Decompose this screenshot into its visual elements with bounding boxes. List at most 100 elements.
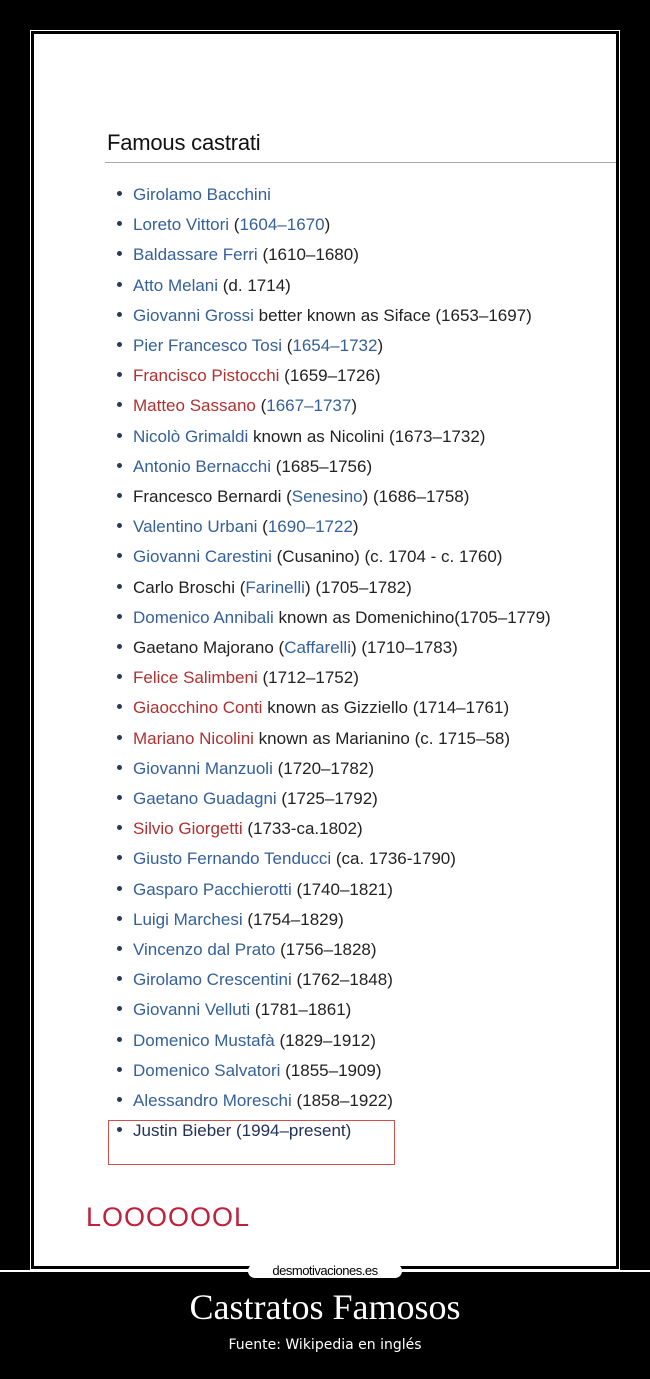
list-item: Silvio Giorgetti (1733-ca.1802) [117,817,363,841]
wiki-link[interactable]: Giovanni Velluti [133,1000,251,1020]
item-text: Gaetano Majorano ( [133,638,285,657]
wiki-link[interactable]: Giusto Fernando Tenducci [133,849,332,869]
bullet-icon [117,342,122,348]
wiki-link[interactable]: 1654–1732 [292,336,378,355]
item-text: (1733-ca.1802) [242,819,363,839]
item-text: (1829–1912) [274,1030,376,1050]
wiki-link[interactable]: Loreto Vittori [133,215,230,235]
item-text: known as Gizziello (1714–1761) [262,698,510,718]
wiki-link[interactable]: Vincenzo dal Prato [133,940,276,959]
item-text: ) (1710–1783) [350,638,458,657]
wiki-link[interactable]: Atto Melani [133,275,219,295]
list-item: Loreto Vittori (1604–1670) [117,213,330,237]
wiki-link[interactable]: Giovanni Carestini [133,547,272,567]
list-item: Nicolò Grimaldi known as Nicolini (1673–… [117,425,485,449]
list-item: Pier Francesco Tosi (1654–1732) [117,334,383,358]
item-text: (1685–1756) [270,456,373,476]
watermark-line-right [400,1270,650,1272]
list-item: Domenico Salvatori (1855–1909) [117,1059,382,1083]
bullet-icon [117,311,122,317]
bullet-icon [117,976,122,982]
list-item: Francesco Bernardi (Senesino) (1686–1758… [117,485,469,509]
wiki-link[interactable]: Gaetano Guadagni [133,789,277,808]
bullet-icon [117,221,122,227]
item-text: (d. 1714) [218,275,291,295]
item-text: ( [229,215,240,235]
wiki-link[interactable]: Farinelli [245,577,305,597]
bullet-icon [117,734,122,740]
list-item: Alessandro Moreschi (1858–1922) [117,1089,393,1113]
list-item: Atto Melani (d. 1714) [117,274,291,298]
wiki-link[interactable]: Giovanni Grossi [133,305,254,325]
bullet-icon [117,885,122,891]
wiki-link[interactable]: 1604–1670 [239,215,325,235]
list-item: Gaetano Guadagni (1725–1792) [117,787,378,811]
bullet-icon [117,191,122,197]
item-text: (1762–1848) [291,970,393,990]
wiki-link[interactable]: Pier Francesco Tosi [133,336,282,355]
wiki-link[interactable]: Luigi Marchesi [133,909,243,929]
item-text: known as Nicolini (1673–1732) [248,426,486,446]
wiki-link[interactable]: Caffarelli [284,638,351,657]
heading-divider [105,162,616,163]
list-item: Antonio Bernacchi (1685–1756) [117,455,372,479]
bullet-icon [117,795,122,801]
bullet-icon [117,402,122,408]
bullet-icon [117,946,122,952]
item-text: ) [352,517,359,537]
wiki-link[interactable]: Felice Salimbeni [133,668,258,688]
bullet-icon [117,583,122,589]
item-text: ) [377,336,384,355]
item-text: ( [257,517,268,537]
bullet-icon [117,1097,122,1103]
wiki-link[interactable]: Mariano Nicolini [133,728,254,748]
list-item: Domenico Annibali known as Domenichino(1… [117,606,551,630]
list-item: Felice Salimbeni (1712–1752) [117,666,359,690]
wiki-link[interactable]: Girolamo Crescentini [133,970,292,990]
item-text: Carlo Broschi ( [133,577,246,597]
watermark-logo: desmotivaciones.es [248,1264,402,1278]
item-text: (1855–1909) [280,1060,382,1080]
bullet-icon [117,372,122,378]
item-text: (1725–1792) [276,789,378,808]
bullet-icon [117,855,122,861]
wiki-link[interactable]: Valentino Urbani [133,517,258,537]
bullet-icon [117,915,122,921]
wiki-link[interactable]: Baldassare Ferri [133,245,258,265]
item-text: (1720–1782) [272,758,374,778]
wiki-link[interactable]: Girolamo Bacchini [133,185,271,204]
wiki-link[interactable]: Giaocchino Conti [133,698,263,718]
item-text: ) [351,396,358,416]
bullet-icon [117,462,122,468]
watermark-line-left [0,1270,250,1272]
wiki-link[interactable]: Francisco Pistocchi [133,366,280,386]
wiki-link[interactable]: Giovanni Manzuoli [133,758,273,778]
list-item: Baldassare Ferri (1610–1680) [117,243,359,267]
list-item: Carlo Broschi (Farinelli) (1705–1782) [117,576,412,600]
item-text: (1781–1861) [250,1000,352,1020]
wiki-link[interactable]: Domenico Annibali [133,607,274,627]
list-item: Luigi Marchesi (1754–1829) [117,908,344,932]
item-text: Justin Bieber (1994–present) [133,1121,352,1141]
wiki-link[interactable]: Antonio Bernacchi [133,456,271,476]
wiki-link[interactable]: Alessandro Moreschi [133,1091,292,1110]
wiki-link[interactable]: Senesino [291,487,363,506]
item-text: ) [324,215,331,235]
wiki-link[interactable]: Matteo Sassano [133,396,256,416]
bullet-icon [117,764,122,770]
wiki-link[interactable]: 1667–1737 [266,396,352,416]
wiki-link[interactable]: Domenico Mustafà [133,1030,275,1050]
bullet-icon [117,281,122,287]
wiki-link[interactable]: Nicolò Grimaldi [133,426,249,446]
bullet-icon [117,825,122,831]
item-text: (1659–1726) [279,366,381,386]
highlight-box [108,1120,395,1165]
wiki-link[interactable]: Gasparo Pacchierotti [133,879,292,899]
wiki-link[interactable]: 1690–1722 [267,517,353,537]
bullet-icon [117,493,122,499]
wiki-link[interactable]: Silvio Giorgetti [133,819,243,839]
bullet-icon [117,704,122,710]
item-text: known as Domenichino(1705–1779) [273,607,551,627]
wiki-link[interactable]: Domenico Salvatori [133,1060,281,1080]
list-item: Giovanni Grossi better known as Siface (… [117,304,532,328]
